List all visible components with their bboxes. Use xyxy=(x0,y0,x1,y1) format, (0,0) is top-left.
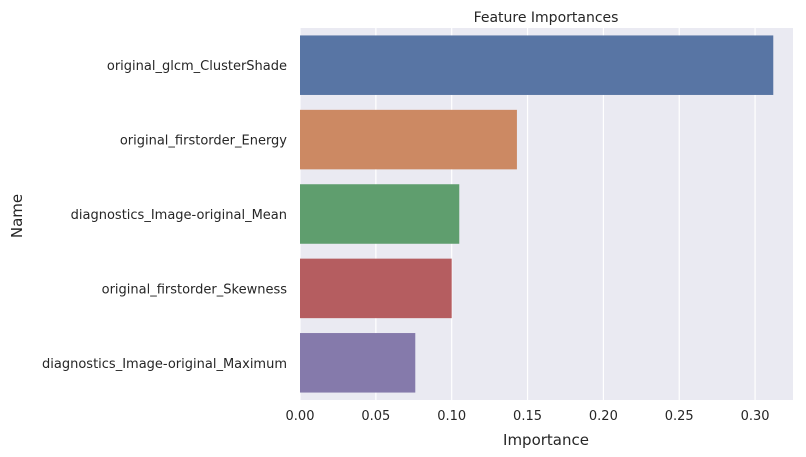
bars xyxy=(300,35,774,393)
bar xyxy=(300,258,452,319)
x-tick-labels: 0.00 0.05 0.10 0.15 0.20 0.25 0.30 xyxy=(286,409,770,424)
y-tick-label: diagnostics_Image-original_Mean xyxy=(71,208,287,223)
y-tick-label: original_glcm_ClusterShade xyxy=(107,59,287,74)
bar xyxy=(300,109,517,170)
x-tick-label: 0.00 xyxy=(286,409,315,424)
y-tick-label: original_firstorder_Skewness xyxy=(102,282,288,297)
y-tick-label: diagnostics_Image-original_Maximum xyxy=(42,357,287,372)
x-tick-label: 0.05 xyxy=(361,409,390,424)
bar xyxy=(300,35,774,95)
x-axis-label: Importance xyxy=(503,431,589,449)
y-tick-label: original_firstorder_Energy xyxy=(120,134,287,149)
bar xyxy=(300,333,416,393)
x-tick-label: 0.30 xyxy=(741,409,770,424)
x-tick-label: 0.25 xyxy=(665,409,694,424)
y-axis-label: Name xyxy=(8,194,26,238)
bar xyxy=(300,184,460,244)
x-tick-label: 0.10 xyxy=(437,409,466,424)
y-tick-labels: original_glcm_ClusterShade original_first… xyxy=(42,59,287,372)
x-tick-label: 0.15 xyxy=(513,409,542,424)
chart-title: Feature Importances xyxy=(474,10,619,26)
x-tick-label: 0.20 xyxy=(589,409,618,424)
